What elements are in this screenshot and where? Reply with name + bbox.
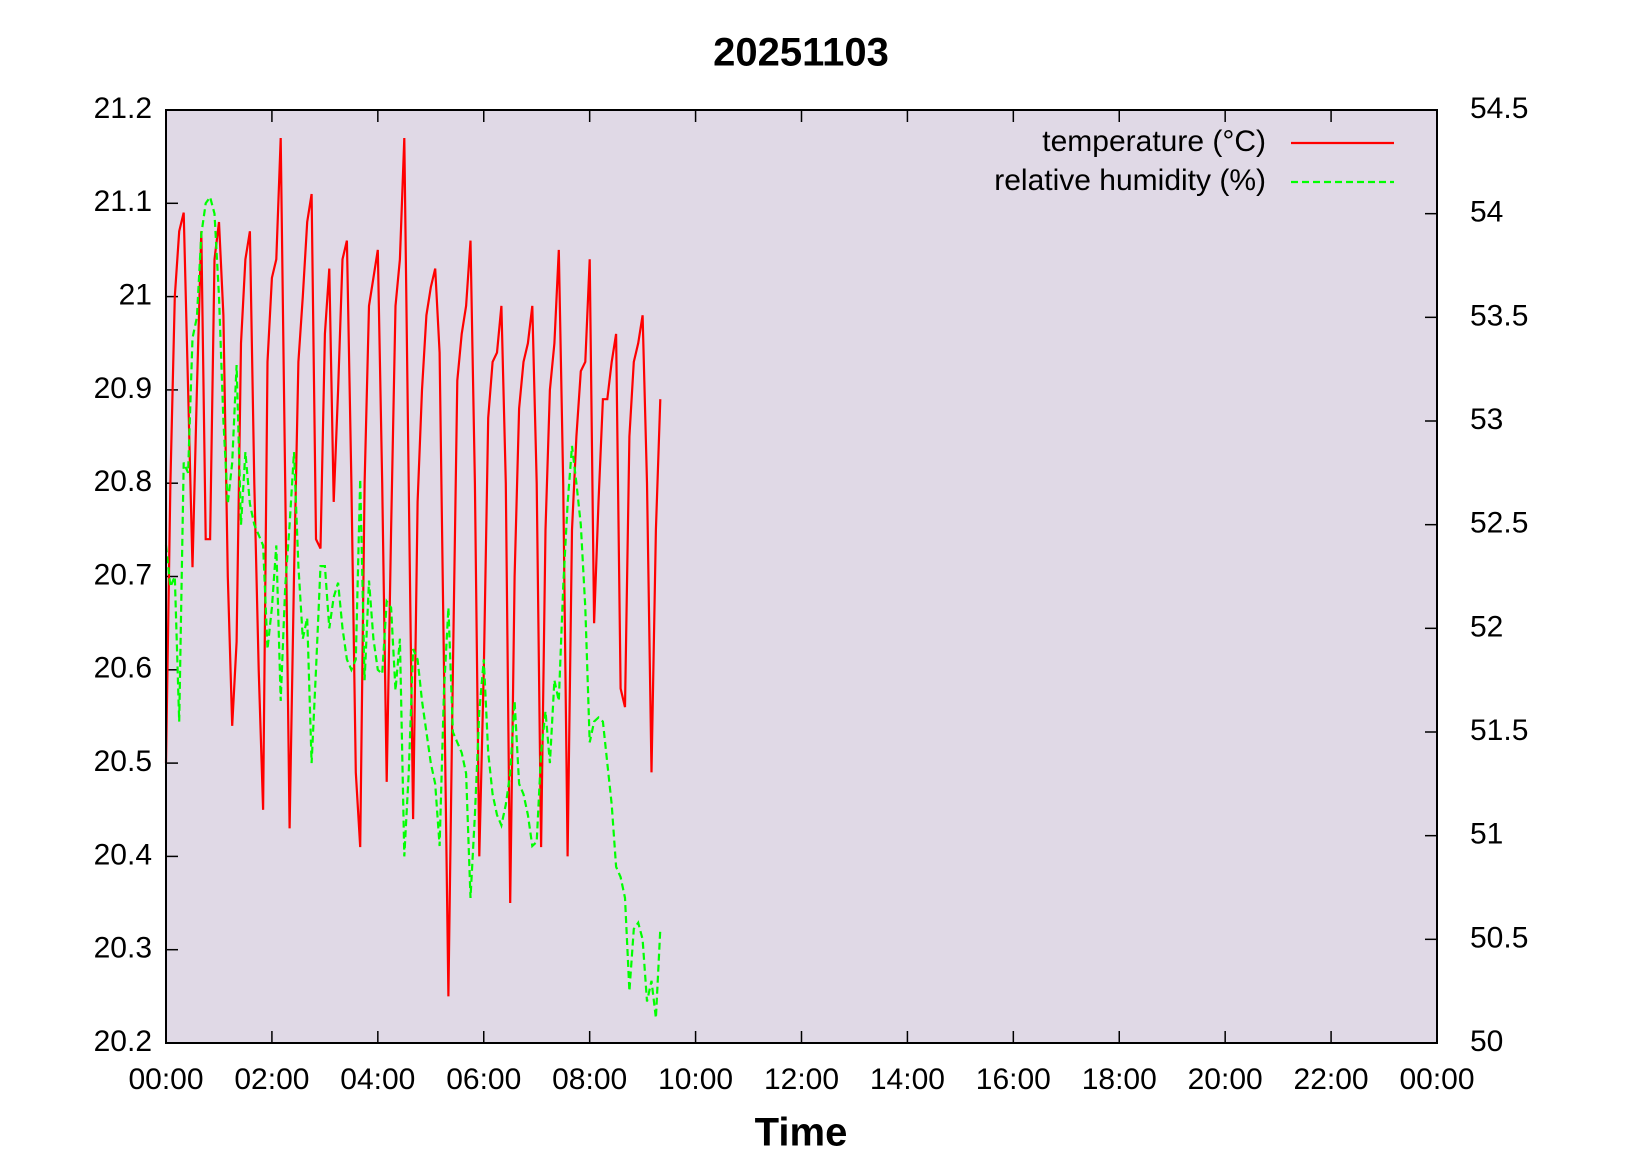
y2-tick-label: 51.5 (1470, 714, 1528, 747)
y2-tick-label: 51 (1470, 818, 1503, 851)
y-tick-label: 20.4 (94, 838, 152, 871)
y2-tick-label: 53.5 (1470, 299, 1528, 332)
x-axis-label: Time (755, 1111, 848, 1155)
y2-tick-label: 52.5 (1470, 507, 1528, 540)
plot-frame (165, 109, 1438, 1044)
series-line (164, 194, 662, 1019)
y-tick-label: 20.2 (94, 1025, 152, 1058)
y-tick-label: 20.6 (94, 652, 152, 685)
x-tick-label: 04:00 (340, 1063, 415, 1096)
x-tick-label: 14:00 (870, 1063, 945, 1096)
y-tick-label: 20.9 (94, 372, 152, 405)
x-tick-label: 00:00 (1399, 1063, 1474, 1096)
y2-tick-label: 50.5 (1470, 921, 1528, 954)
x-tick-label: 20:00 (1188, 1063, 1263, 1096)
y-tick-label: 21.2 (94, 92, 152, 125)
y2-tick-label: 54 (1470, 196, 1503, 229)
series-line (164, 137, 662, 997)
x-tick-label: 22:00 (1294, 1063, 1369, 1096)
x-tick-label: 02:00 (234, 1063, 309, 1096)
y-tick-label: 20.7 (94, 558, 152, 591)
x-tick-label: 00:00 (128, 1063, 203, 1096)
x-tick-label: 18:00 (1082, 1063, 1157, 1096)
y2-tick-label: 53 (1470, 403, 1503, 436)
y-tick-label: 21.1 (94, 185, 152, 218)
y-tick-label: 20.8 (94, 465, 152, 498)
y-tick-label: 20.5 (94, 745, 152, 778)
y-tick-label: 21 (119, 279, 152, 312)
y-tick-label: 20.3 (94, 932, 152, 965)
x-tick-label: 08:00 (552, 1063, 627, 1096)
legend-label: temperature (°C) (1042, 125, 1266, 158)
plot-area (166, 110, 1437, 1043)
y2-tick-label: 50 (1470, 1025, 1503, 1058)
x-tick-label: 06:00 (446, 1063, 521, 1096)
x-tick-label: 12:00 (764, 1063, 839, 1096)
x-tick-label: 16:00 (976, 1063, 1051, 1096)
y2-tick-label: 52 (1470, 610, 1503, 643)
x-tick-label: 10:00 (658, 1063, 733, 1096)
chart-title: 20251103 (713, 31, 889, 75)
y2-tick-label: 54.5 (1470, 92, 1528, 125)
legend-label: relative humidity (%) (994, 164, 1266, 197)
